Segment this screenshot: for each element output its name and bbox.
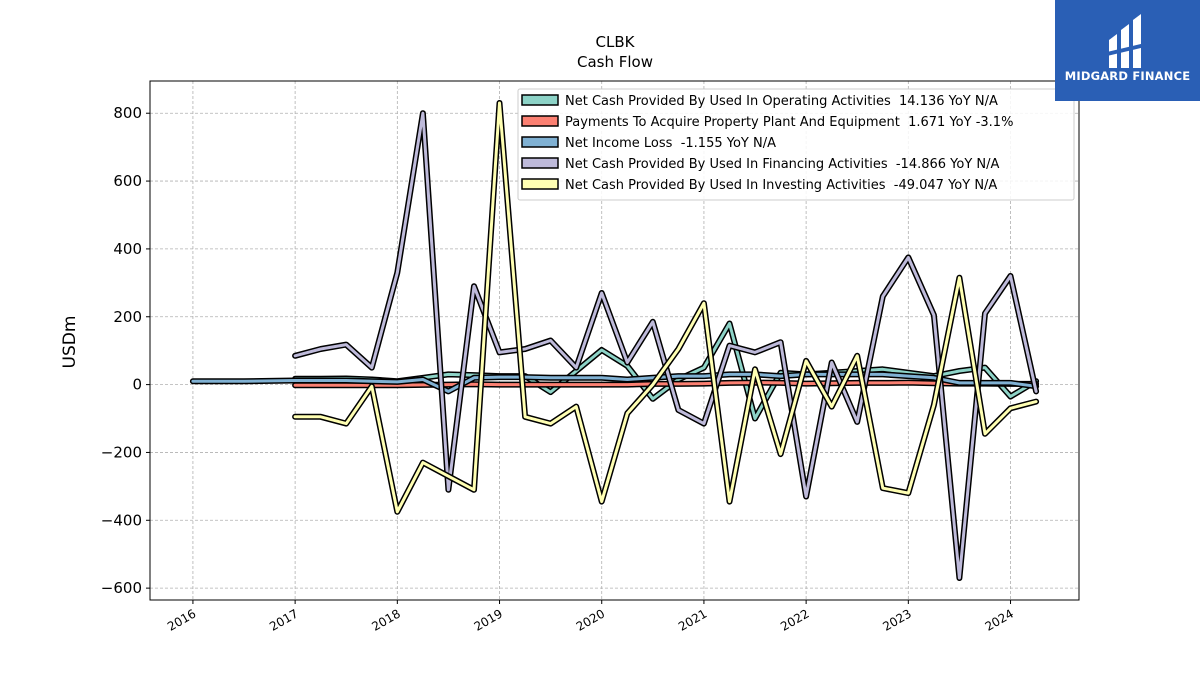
series-lines — [189, 100, 1040, 581]
logo-text: MIDGARD FINANCE — [1064, 69, 1191, 83]
x-tick-label: 2020 — [574, 606, 607, 633]
y-tick-label: 800 — [113, 104, 142, 122]
midgard-finance-logo: MIDGARD FINANCE — [1055, 0, 1200, 101]
legend-swatch — [521, 136, 559, 148]
y-tick-label: −600 — [101, 579, 142, 597]
y-axis-label: USDm — [60, 316, 80, 369]
x-tick-label: 2022 — [778, 606, 811, 633]
legend-swatch — [521, 178, 559, 190]
x-tick-label: 2016 — [165, 606, 198, 633]
legend-box — [517, 88, 1075, 201]
series-line — [293, 381, 1038, 387]
y-tick-label: −200 — [101, 443, 142, 461]
x-tick-label: 2024 — [983, 606, 1016, 633]
legend-label: Net Cash Provided By Used In Financing A… — [565, 157, 1000, 172]
legend: Net Cash Provided By Used In Operating A… — [517, 88, 1075, 201]
legend-swatch — [521, 115, 559, 127]
x-tick-label: 2021 — [676, 606, 709, 633]
legend-swatch — [521, 157, 559, 169]
legend-swatch — [521, 94, 559, 106]
y-tick-label: 200 — [113, 308, 142, 326]
x-tick-label: 2018 — [369, 606, 402, 633]
y-tick-label: 0 — [132, 376, 142, 394]
x-tick-label: 2017 — [267, 606, 300, 633]
x-tick-label: 2019 — [472, 606, 505, 633]
plot-frame — [149, 80, 1080, 601]
y-tick-label: 600 — [113, 172, 142, 190]
series-line — [293, 101, 1038, 514]
chart-title: CLBK — [596, 33, 636, 51]
legend-label: Net Cash Provided By Used In Operating A… — [565, 94, 998, 109]
chart-subtitle: Cash Flow — [577, 53, 653, 71]
midgard-logo-icon — [1107, 14, 1149, 68]
x-tick-label: 2023 — [880, 606, 913, 633]
series-line — [191, 372, 1038, 393]
y-tick-label: −400 — [101, 511, 142, 529]
legend-label: Net Cash Provided By Used In Investing A… — [565, 178, 997, 193]
legend-label: Payments To Acquire Property Plant And E… — [565, 115, 1013, 130]
y-tick-label: 400 — [113, 240, 142, 258]
legend-label: Net Income Loss -1.155 YoY N/A — [565, 136, 776, 151]
